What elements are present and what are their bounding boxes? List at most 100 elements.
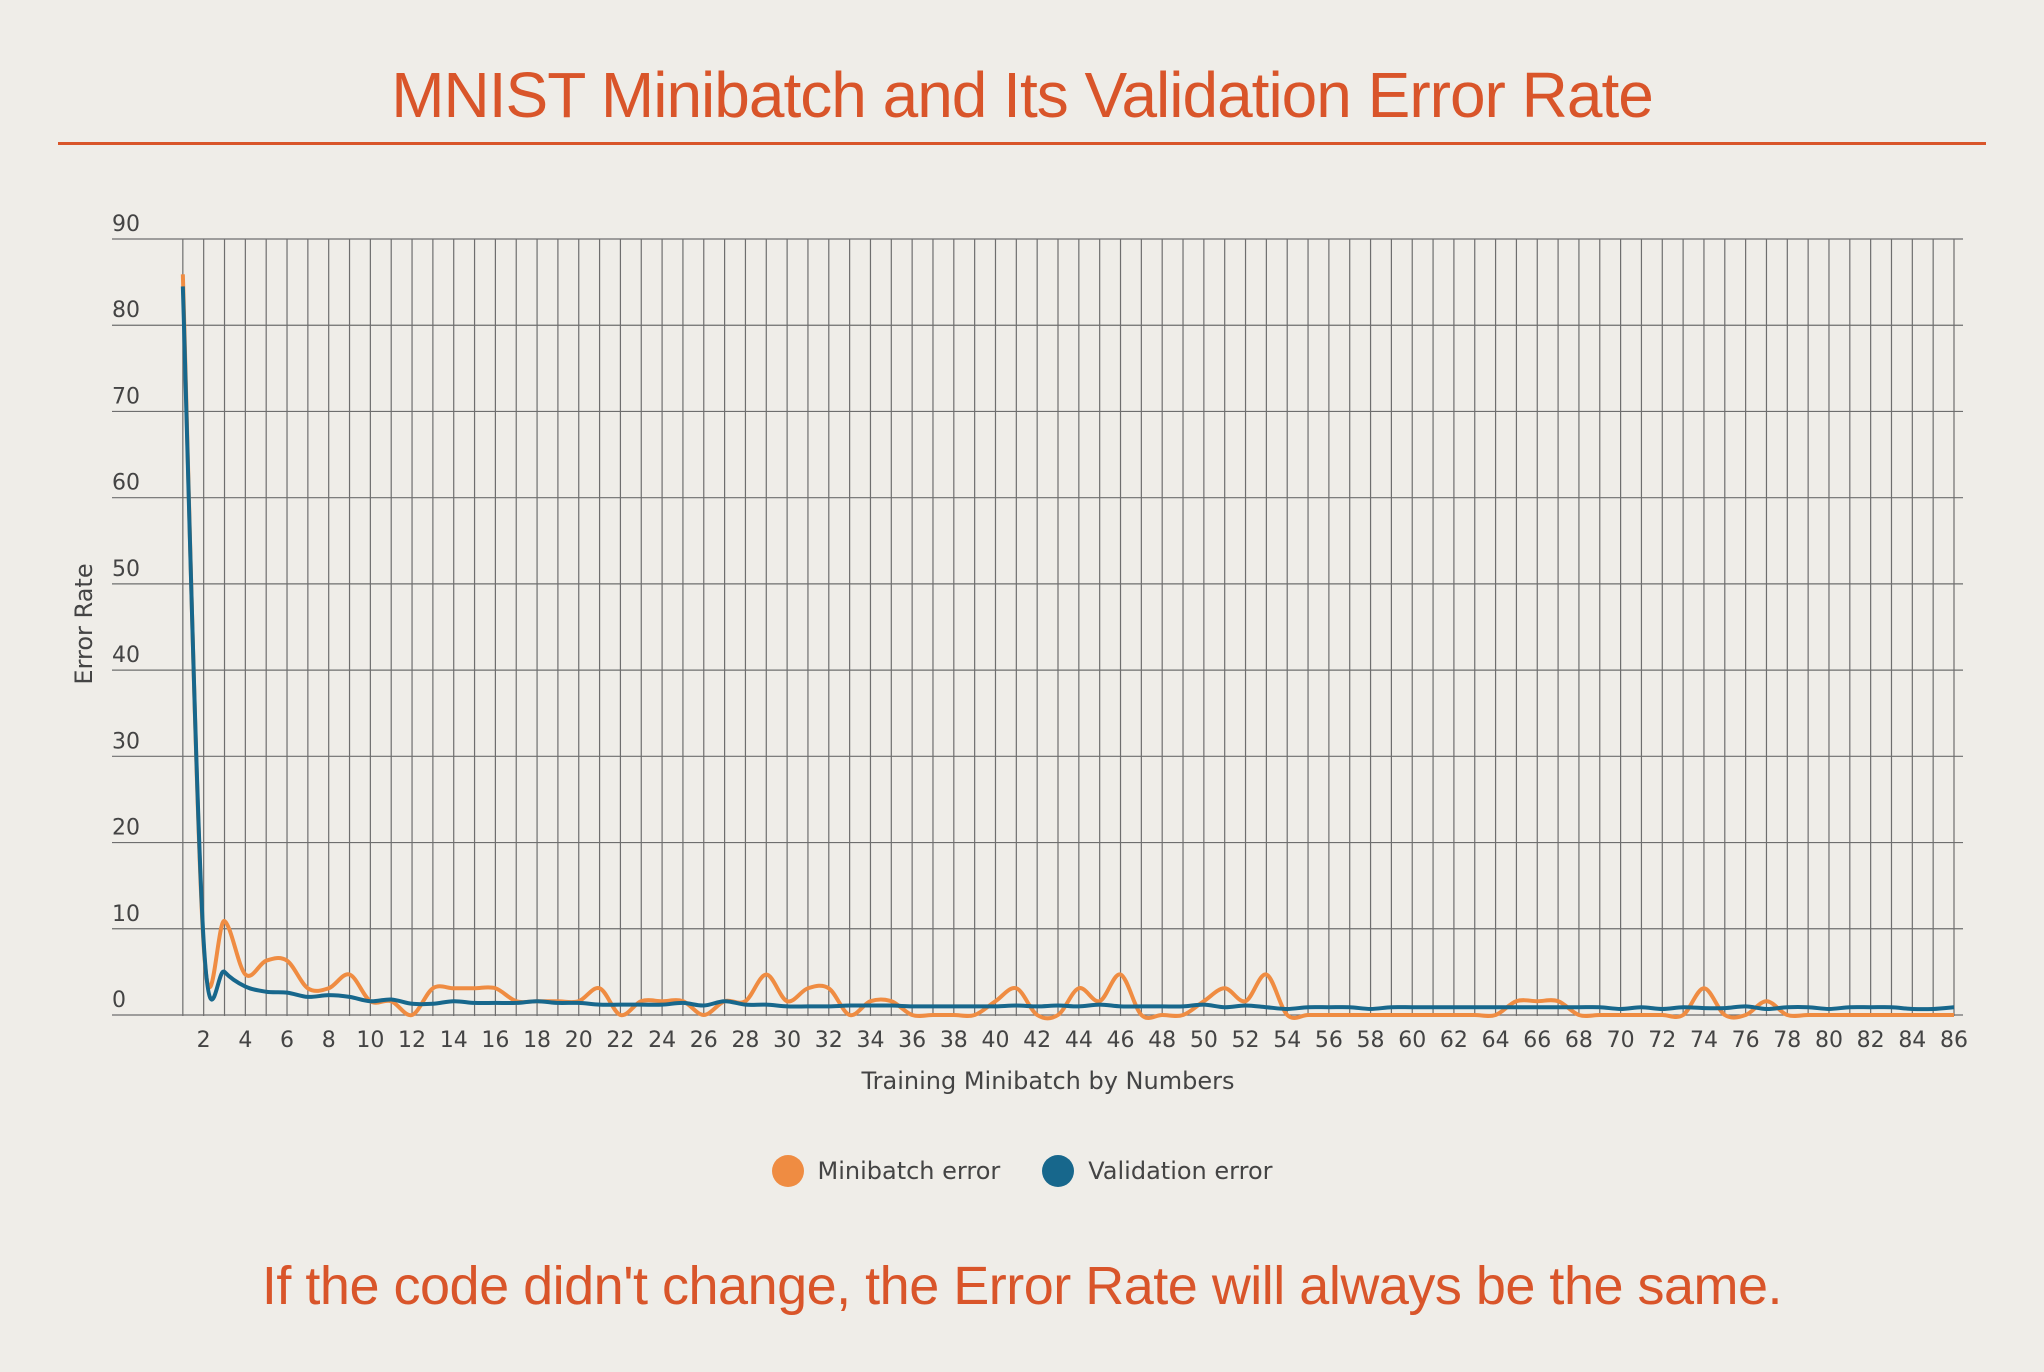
data-point-validation-error-46 xyxy=(1119,1004,1123,1008)
data-point-minibatch-error-62 xyxy=(1452,1013,1456,1017)
data-point-minibatch-error-68 xyxy=(1577,1013,1581,1017)
data-point-validation-error-80 xyxy=(1827,1007,1831,1011)
data-point-minibatch-error-53 xyxy=(1264,972,1268,976)
legend-item-minibatch[interactable]: Minibatch error xyxy=(771,1155,1001,1187)
data-point-minibatch-error-79 xyxy=(1806,1013,1810,1017)
chart-title: MNIST Minibatch and Its Validation Error… xyxy=(391,59,1654,131)
x-tick-label-44: 44 xyxy=(1065,1028,1093,1053)
data-point-validation-error-28 xyxy=(743,1003,747,1007)
data-point-minibatch-error-38 xyxy=(952,1013,956,1017)
data-point-minibatch-error-41 xyxy=(1014,986,1018,990)
x-tick-label-14: 14 xyxy=(440,1028,468,1053)
y-tick-label-20: 20 xyxy=(112,816,140,841)
data-point-minibatch-error-23 xyxy=(639,999,643,1003)
data-point-validation-error-51 xyxy=(1223,1005,1227,1009)
data-point-validation-error-27 xyxy=(723,999,727,1003)
grid xyxy=(112,238,1963,1016)
x-tick-label-78: 78 xyxy=(1773,1028,1801,1053)
data-point-validation-error-38 xyxy=(952,1004,956,1008)
y-tick-label-0: 0 xyxy=(112,988,126,1013)
data-point-validation-error-41 xyxy=(1014,1004,1018,1008)
data-point-validation-error-84 xyxy=(1910,1007,1914,1011)
data-point-minibatch-error-50 xyxy=(1202,999,1206,1003)
x-tick-label-54: 54 xyxy=(1273,1028,1301,1053)
data-point-minibatch-error-73 xyxy=(1681,1013,1685,1017)
data-point-validation-error-61 xyxy=(1431,1005,1435,1009)
data-point-minibatch-error-85 xyxy=(1931,1013,1935,1017)
legend: Minibatch error Validation error xyxy=(0,1155,2044,1187)
data-point-minibatch-error-84 xyxy=(1910,1013,1914,1017)
y-tick-label-90: 90 xyxy=(112,212,140,237)
legend-label-minibatch: Minibatch error xyxy=(817,1157,1001,1185)
data-point-validation-error-70 xyxy=(1619,1007,1623,1011)
x-tick-label-52: 52 xyxy=(1232,1028,1260,1053)
data-point-validation-error-14 xyxy=(452,999,456,1003)
data-point-validation-error-26 xyxy=(702,1004,706,1008)
x-tick-label-6: 6 xyxy=(280,1028,294,1053)
data-point-validation-error-43 xyxy=(1056,1004,1060,1008)
data-point-validation-error-82 xyxy=(1869,1005,1873,1009)
data-point-minibatch-error-60 xyxy=(1410,1013,1414,1017)
data-point-minibatch-error-14 xyxy=(452,986,456,990)
data-point-validation-error-68 xyxy=(1577,1005,1581,1009)
y-tick-label-10: 10 xyxy=(112,902,140,927)
x-tick-label-30: 30 xyxy=(773,1028,801,1053)
data-point-minibatch-error-35 xyxy=(889,999,893,1003)
x-tick-label-10: 10 xyxy=(356,1028,384,1053)
data-point-minibatch-error-59 xyxy=(1389,1013,1393,1017)
data-point-validation-error-75 xyxy=(1723,1006,1727,1010)
data-point-validation-error-35 xyxy=(889,1004,893,1008)
x-tick-label-2: 2 xyxy=(197,1028,211,1053)
data-point-validation-error-11 xyxy=(389,997,393,1001)
data-point-validation-error-5 xyxy=(264,990,268,994)
y-tick-label-80: 80 xyxy=(112,298,140,323)
data-point-minibatch-error-56 xyxy=(1327,1013,1331,1017)
data-point-validation-error-22 xyxy=(618,1003,622,1007)
data-point-validation-error-6 xyxy=(285,991,289,995)
data-point-minibatch-error-1 xyxy=(181,272,185,276)
data-point-validation-error-42 xyxy=(1035,1004,1039,1008)
data-point-validation-error-55 xyxy=(1306,1005,1310,1009)
data-point-validation-error-7 xyxy=(306,995,310,999)
data-point-minibatch-error-54 xyxy=(1285,1013,1289,1017)
x-tick-label-36: 36 xyxy=(898,1028,926,1053)
data-point-validation-error-29 xyxy=(764,1003,768,1007)
x-tick-label-38: 38 xyxy=(940,1028,968,1053)
x-tick-label-48: 48 xyxy=(1148,1028,1176,1053)
x-tick-label-18: 18 xyxy=(523,1028,551,1053)
legend-item-validation[interactable]: Validation error xyxy=(1042,1155,1273,1187)
data-point-minibatch-error-29 xyxy=(764,972,768,976)
x-tick-label-46: 46 xyxy=(1107,1028,1135,1053)
y-tick-label-70: 70 xyxy=(112,384,140,409)
data-point-minibatch-error-37 xyxy=(931,1013,935,1017)
data-point-minibatch-error-69 xyxy=(1598,1013,1602,1017)
data-point-minibatch-error-4 xyxy=(243,972,247,976)
data-point-minibatch-error-42 xyxy=(1035,1013,1039,1017)
data-point-validation-error-2 xyxy=(202,940,206,944)
data-point-minibatch-error-75 xyxy=(1723,1013,1727,1017)
data-point-validation-error-73 xyxy=(1681,1005,1685,1009)
x-tick-label-42: 42 xyxy=(1023,1028,1051,1053)
data-point-validation-error-67 xyxy=(1556,1005,1560,1009)
data-point-validation-error-15 xyxy=(473,1001,477,1005)
x-tick-label-32: 32 xyxy=(815,1028,843,1053)
data-point-validation-error-30 xyxy=(785,1004,789,1008)
data-point-minibatch-error-72 xyxy=(1660,1013,1664,1017)
data-point-minibatch-error-57 xyxy=(1348,1013,1352,1017)
data-point-minibatch-error-76 xyxy=(1744,1013,1748,1017)
data-point-validation-error-37 xyxy=(931,1004,935,1008)
x-tick-label-60: 60 xyxy=(1398,1028,1426,1053)
data-point-validation-error-10 xyxy=(368,999,372,1003)
data-point-validation-error-49 xyxy=(1181,1004,1185,1008)
data-point-validation-error-16 xyxy=(493,1001,497,1005)
data-point-validation-error-63 xyxy=(1473,1005,1477,1009)
data-point-validation-error-59 xyxy=(1389,1005,1393,1009)
x-tick-label-20: 20 xyxy=(565,1028,593,1053)
data-point-validation-error-17 xyxy=(514,1001,518,1005)
data-point-minibatch-error-51 xyxy=(1223,986,1227,990)
data-point-validation-error-69 xyxy=(1598,1005,1602,1009)
chart-caption: If the code didn't change, the Error Rat… xyxy=(261,1256,1783,1316)
data-point-minibatch-error-47 xyxy=(1139,1013,1143,1017)
